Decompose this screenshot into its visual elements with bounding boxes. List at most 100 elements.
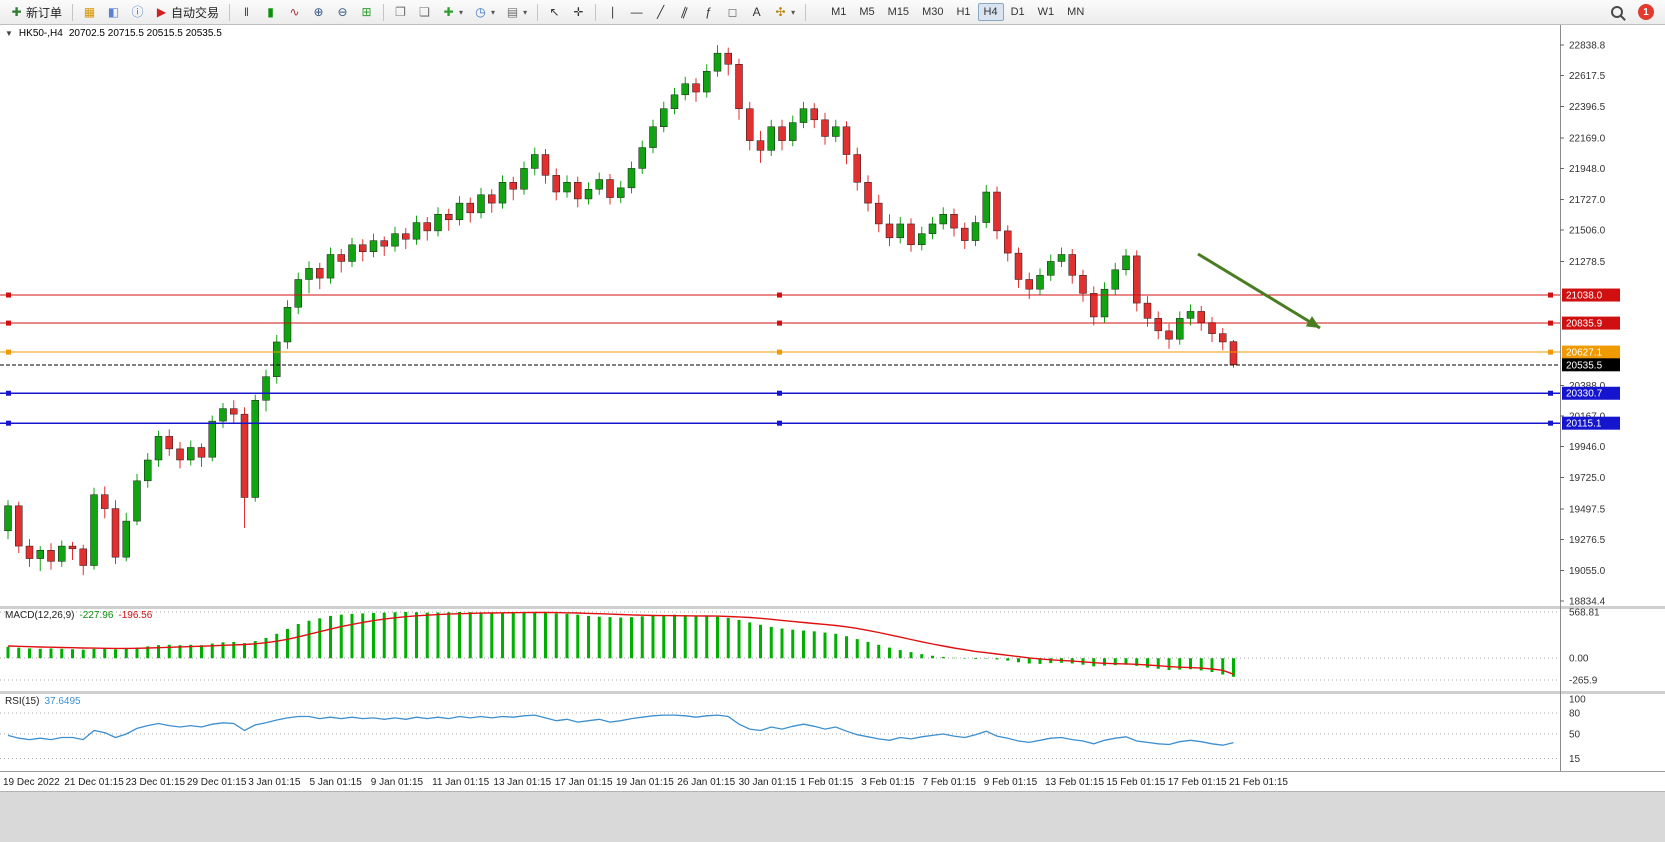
svg-text:20388.0: 20388.0 — [1569, 381, 1606, 392]
vertical-line-button[interactable]: ∣ — [601, 2, 624, 22]
timeframe-m1[interactable]: M1 — [825, 3, 852, 21]
rsi-name: RSI(15) — [5, 696, 40, 707]
charts-icon: ▦ — [83, 5, 96, 19]
svg-text:15: 15 — [1569, 754, 1581, 765]
svg-text:3 Jan 01:15: 3 Jan 01:15 — [248, 777, 301, 788]
shapes-icon: ◻ — [727, 5, 738, 19]
macd-main-value: -227.96 — [79, 610, 114, 621]
horizontal-line-button[interactable]: ― — [625, 2, 648, 22]
svg-text:11 Jan 01:15: 11 Jan 01:15 — [432, 777, 490, 788]
svg-text:100: 100 — [1569, 695, 1586, 706]
timeframe-h4[interactable]: H4 — [977, 3, 1004, 21]
timeframe-m30[interactable]: M30 — [916, 3, 949, 21]
arrows-tool-button[interactable]: ✣ ▾ — [769, 2, 800, 22]
market-watch-icon: ⓘ — [131, 5, 144, 19]
svg-text:17 Feb 01:15: 17 Feb 01:15 — [1168, 777, 1227, 788]
crosshair-icon: ✛ — [573, 5, 584, 19]
cursor-icon: ↖ — [549, 5, 560, 19]
svg-text:80: 80 — [1569, 709, 1581, 720]
dropdown-caret-icon: ▾ — [791, 7, 796, 17]
svg-text:21 Feb 01:15: 21 Feb 01:15 — [1229, 777, 1288, 788]
chart-shift-button[interactable]: ❏ — [413, 2, 436, 22]
svg-text:23 Dec 01:15: 23 Dec 01:15 — [126, 777, 186, 788]
dropdown-caret-icon: ▾ — [459, 7, 464, 17]
auto-trading-button[interactable]: ▶ 自动交易 — [150, 2, 224, 22]
text-tool-button[interactable]: A — [745, 2, 768, 22]
notification-badge[interactable]: 1 — [1638, 4, 1654, 20]
svg-text:3 Feb 01:15: 3 Feb 01:15 — [861, 777, 915, 788]
zoom-in-icon: ⊕ — [313, 5, 324, 19]
svg-text:22838.8: 22838.8 — [1569, 40, 1606, 51]
svg-text:19055.0: 19055.0 — [1569, 566, 1606, 577]
candlestick-icon: ▮ — [267, 5, 274, 19]
auto-scroll-button[interactable]: ❐ — [389, 2, 412, 22]
zoom-out-button[interactable]: ⊖ — [331, 2, 354, 22]
svg-text:19 Jan 01:15: 19 Jan 01:15 — [616, 777, 674, 788]
svg-text:20115.1: 20115.1 — [1566, 419, 1602, 430]
svg-text:21506.0: 21506.0 — [1569, 226, 1606, 237]
chart-shift-icon: ❏ — [419, 5, 430, 19]
tile-windows-icon: ⊞ — [361, 5, 372, 19]
crosshair-button[interactable]: ✛ — [567, 2, 590, 22]
timeframe-d1[interactable]: D1 — [1005, 3, 1031, 21]
zoom-in-button[interactable]: ⊕ — [307, 2, 330, 22]
trendline-icon: ╱ — [656, 5, 665, 19]
market-watch-button[interactable]: ⓘ — [126, 2, 149, 22]
svg-text:21278.5: 21278.5 — [1569, 257, 1606, 268]
svg-text:19497.5: 19497.5 — [1569, 504, 1606, 515]
channel-icon: ∥ — [679, 4, 690, 20]
svg-text:22617.5: 22617.5 — [1569, 71, 1606, 82]
cursor-button[interactable]: ↖ — [543, 2, 566, 22]
line-chart-button[interactable]: ∿ — [283, 2, 306, 22]
dropdown-caret-icon: ▾ — [523, 7, 528, 17]
svg-text:20627.1: 20627.1 — [1566, 348, 1603, 359]
new-order-icon: ✚ — [11, 5, 22, 19]
chart-canvas[interactable]: 22838.8 22617.5 22396.5 22169.0 21948.0 21727… — [0, 25, 1665, 791]
svg-text:568.81: 568.81 — [1569, 607, 1600, 618]
search-button[interactable] — [1606, 2, 1628, 22]
bar-chart-button[interactable]: ‖ — [235, 2, 258, 22]
svg-text:1 Feb 01:15: 1 Feb 01:15 — [800, 777, 854, 788]
add-indicator-icon: ✚ — [443, 5, 454, 19]
timeframe-mn[interactable]: MN — [1061, 3, 1090, 21]
charts-button[interactable]: ▦ — [78, 2, 101, 22]
fibonacci-button[interactable]: ƒ — [697, 2, 720, 22]
symbol-period-label: HK50-,H4 — [18, 28, 63, 39]
trendline-button[interactable]: ╱ — [649, 2, 672, 22]
shapes-button[interactable]: ◻ — [721, 2, 744, 22]
toolbar-separator — [229, 3, 231, 21]
channel-button[interactable]: ∥ — [673, 2, 696, 22]
timeframe-m5[interactable]: M5 — [853, 3, 880, 21]
profiles-button[interactable]: ◧ — [102, 2, 125, 22]
templates-button[interactable]: ▤ ▾ — [501, 2, 532, 22]
clock-icon: ◷ — [475, 5, 486, 19]
toolbar-separator — [805, 3, 807, 21]
auto-trading-label: 自动交易 — [171, 5, 220, 20]
line-chart-icon: ∿ — [289, 5, 300, 19]
svg-text:21948.0: 21948.0 — [1569, 164, 1606, 175]
new-order-button[interactable]: ✚ 新订单 — [5, 2, 67, 22]
search-icon — [1611, 6, 1623, 18]
svg-text:26 Jan 01:15: 26 Jan 01:15 — [677, 777, 735, 788]
svg-text:17 Jan 01:15: 17 Jan 01:15 — [555, 777, 613, 788]
candlestick-button[interactable]: ▮ — [259, 2, 282, 22]
arrows-tool-icon: ✣ — [775, 5, 786, 19]
add-indicator-button[interactable]: ✚ ▾ — [437, 2, 468, 22]
svg-text:9 Jan 01:15: 9 Jan 01:15 — [371, 777, 424, 788]
timeframe-w1[interactable]: W1 — [1032, 3, 1061, 21]
toolbar-separator — [537, 3, 539, 21]
tile-windows-button[interactable]: ⊞ — [355, 2, 378, 22]
periods-button[interactable]: ◷ ▾ — [469, 2, 500, 22]
chart-header: ▼ HK50-,H4 20702.5 20715.5 20515.5 20535… — [5, 28, 222, 39]
collapse-icon[interactable]: ▼ — [5, 29, 13, 38]
new-order-label: 新订单 — [26, 5, 63, 20]
toolbar-separator — [595, 3, 597, 21]
horizontal-line-icon: ― — [630, 5, 643, 19]
svg-text:0.00: 0.00 — [1569, 654, 1589, 665]
timeframe-m15[interactable]: M15 — [882, 3, 915, 21]
svg-text:13 Jan 01:15: 13 Jan 01:15 — [493, 777, 551, 788]
svg-text:20330.7: 20330.7 — [1566, 389, 1603, 400]
timeframe-h1[interactable]: H1 — [950, 3, 976, 21]
svg-text:19 Dec 2022: 19 Dec 2022 — [3, 777, 60, 788]
macd-name: MACD(12,26,9) — [5, 610, 75, 621]
